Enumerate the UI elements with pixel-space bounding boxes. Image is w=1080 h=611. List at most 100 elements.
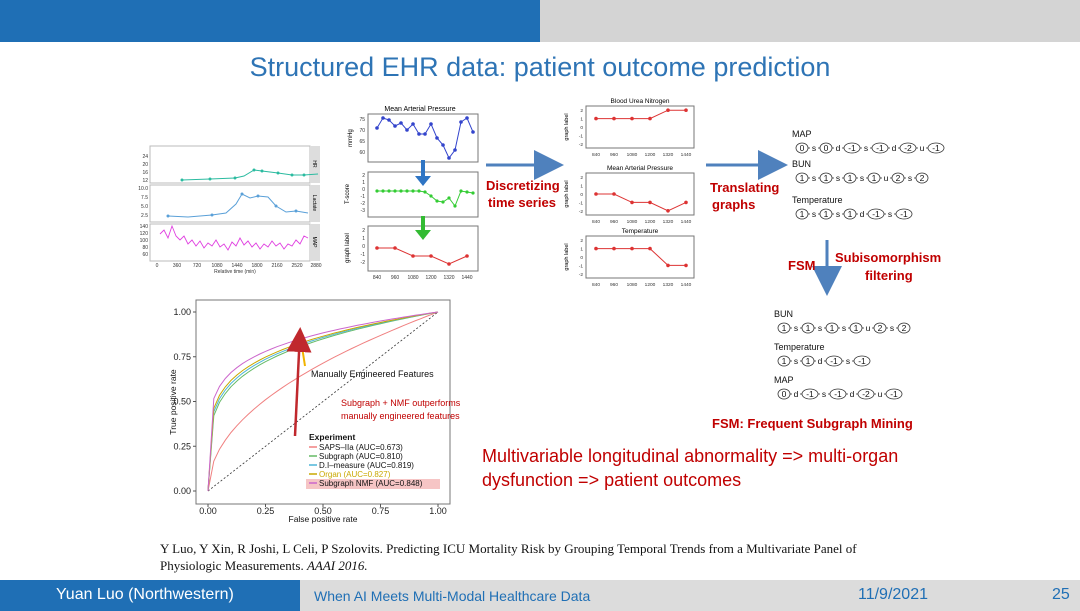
label-graph-xtick: 1200 [645, 152, 656, 158]
sequence-name: MAP [774, 375, 794, 385]
sequence-node-label: 1 [782, 323, 787, 333]
sequence-edge-label: s [864, 143, 868, 153]
label-graphs: Blood Urea Nitrogen graph label 2 1 0 -1 -2 840… [564, 98, 695, 288]
sequence-edge-label: u [878, 389, 883, 399]
top-banner-dark [0, 0, 540, 42]
label-graph-ytick: 2 [580, 175, 583, 181]
label-graph-ytick: -2 [579, 142, 584, 148]
label-graph-point [666, 108, 670, 112]
label-graph-title: Temperature [622, 228, 659, 235]
svg-text:-2: -2 [361, 260, 366, 266]
roc-legend-entry: Organ (AUC=0.827) [319, 470, 391, 479]
label-graph-xtick: 840 [592, 152, 600, 158]
label-graph-ytick: -2 [579, 272, 584, 278]
roc-ytick-label: 0.25 [173, 441, 191, 451]
label-graph-ytick: 1 [580, 117, 583, 123]
roc-legend-entry: D.I–measure (AUC=0.819) [319, 461, 414, 470]
roc-annotation: Manually Engineered Features [311, 369, 434, 379]
svg-text:0: 0 [362, 244, 365, 250]
raw-xlabel: Relative time (min) [214, 269, 256, 275]
raw-ytick: 16 [142, 170, 148, 176]
headline: Multivariable longitudinal abnormality =… [482, 446, 899, 490]
sequence-node [927, 142, 945, 154]
label-graph-point [612, 116, 616, 121]
label-graph-point [684, 108, 688, 112]
sequence-node-label: -1 [876, 143, 884, 153]
sequence-node-label: -1 [890, 389, 898, 399]
sequence-node [915, 172, 929, 184]
label-graph-point [666, 209, 670, 213]
roc-annotation-arrow [286, 327, 312, 437]
raw-xtick: 2160 [271, 263, 282, 269]
roc-legend-highlight [306, 479, 440, 489]
raw-ytick: 7.5 [141, 195, 148, 201]
label-graph-point [666, 263, 670, 268]
label-graph-frame [585, 105, 695, 149]
sequence-node [895, 208, 913, 220]
sequence-node-label: 1 [848, 173, 853, 183]
sequence-edge-label: s [836, 209, 840, 219]
slide-title: Structured EHR data: patient outcome pre… [249, 52, 831, 82]
sequence-edge-label: d [836, 143, 841, 153]
sequence-node-label: 2 [878, 323, 883, 333]
label-graph-point [594, 116, 598, 121]
svg-text:2: 2 [362, 228, 365, 234]
raw-panel-label: MAP [311, 237, 317, 249]
raw-ytick: 5.0 [141, 204, 148, 210]
svg-text:-3: -3 [361, 208, 366, 214]
label-graph-xtick: 1320 [663, 152, 674, 158]
raw-ytick: 140 [140, 224, 149, 230]
sequence-edge-label: d [850, 389, 855, 399]
sequence-node-label: -1 [806, 389, 814, 399]
roc-xtick-label: 0.75 [372, 506, 390, 516]
sequence-node-label: 1 [824, 173, 829, 183]
roc-legend-title: Experiment [309, 432, 355, 442]
sequence-node [885, 388, 903, 400]
label-graph-xtick: 1320 [663, 219, 674, 225]
raw-xtick: 360 [173, 263, 182, 269]
fsm-definition: FSM: Frequent Subgraph Mining [712, 416, 913, 431]
sequence-name: Temperature [774, 342, 825, 352]
roc-legend-entry: SAPS–IIa (AUC=0.673) [319, 443, 403, 452]
sequence-edge-label: s [794, 356, 798, 366]
roc-diagonal [207, 311, 439, 492]
svg-text:70: 70 [359, 128, 365, 134]
footer-left [0, 580, 300, 611]
citation-authors: Y Luo, Y Xin, R Joshi, L Celi, P Szolovi… [160, 541, 857, 573]
label-graph-ytick: -1 [579, 263, 584, 269]
label-graph-point [684, 200, 688, 205]
sequence-edge-label: s [846, 356, 850, 366]
raw-ytick: 80 [142, 245, 148, 251]
sequence-node-label: 1 [782, 356, 787, 366]
label-graph-point [648, 116, 652, 121]
roc-ytick-label: 0.00 [173, 486, 191, 496]
label-graph-point [594, 192, 598, 196]
svg-text:840: 840 [373, 275, 382, 281]
svg-text:1: 1 [362, 236, 365, 242]
sequence-edge-label: s [842, 323, 846, 333]
raw-ytick: 120 [140, 231, 149, 237]
label-graph-point [630, 116, 634, 121]
sequence-edge-label: d [794, 389, 799, 399]
label-graph-point [612, 192, 616, 196]
label-graph-ytick: 0 [580, 255, 583, 261]
sequence-edge-label: s [888, 209, 892, 219]
sequence-node-label: -1 [830, 356, 838, 366]
sequence-edge-label: s [818, 323, 822, 333]
sequence-node-label: -1 [834, 389, 842, 399]
label-graph-point [594, 246, 598, 251]
raw-xtick: 1800 [251, 263, 262, 269]
sequence-edge-label: s [836, 173, 840, 183]
raw-xtick: 0 [156, 263, 159, 269]
raw-ytick: 20 [142, 162, 148, 168]
label-graph-xtick: 1440 [681, 219, 692, 225]
sequence-name: BUN [774, 309, 793, 319]
raw-panel-label: Lactate [311, 195, 317, 212]
label-graph-frame [585, 235, 695, 279]
raw-ytick: 60 [142, 252, 148, 258]
footer-course: When AI Meets Multi-Modal Healthcare Dat… [314, 588, 591, 604]
sequence-node-label: 1 [872, 173, 877, 183]
sequence-node-label: 1 [806, 323, 811, 333]
